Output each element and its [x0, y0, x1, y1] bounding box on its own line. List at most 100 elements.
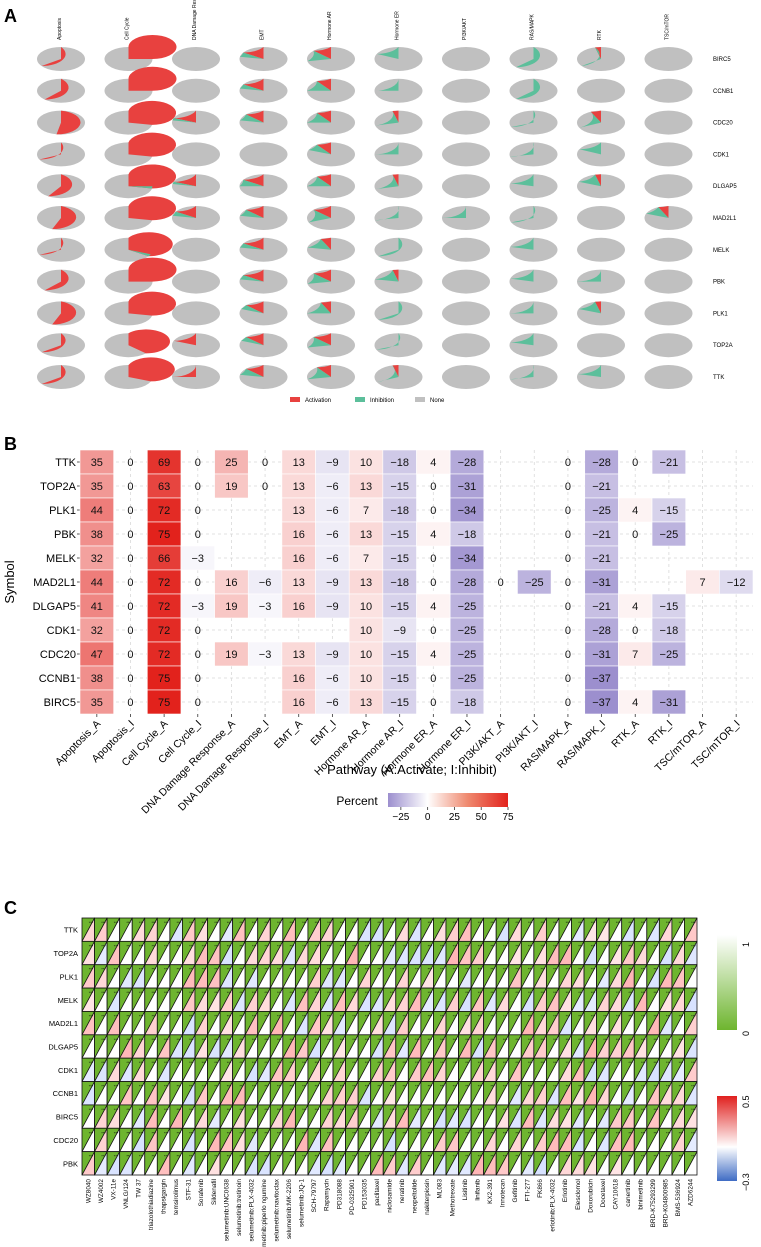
c-cell-diagonal-1-42 — [608, 941, 623, 965]
c-sig-mark-9-21: *** — [352, 1130, 357, 1135]
c-sig-mark-5-46: *** — [666, 1037, 671, 1042]
c-cell-diagonal-8-34 — [508, 1104, 522, 1129]
c-cell-diagonal-1-23 — [370, 941, 384, 965]
cell-value-melk-7: −6 — [326, 553, 339, 565]
pie-plk1-hormone-ar-inhibition — [307, 302, 331, 314]
c-cell-diagonal-5-46 — [658, 1034, 673, 1059]
c-sig-mark-8-14: *** — [264, 1107, 269, 1112]
c-sig-mark-9-11: *** — [227, 1130, 232, 1135]
pie-melk-rtk-none — [577, 237, 625, 262]
c-cell-diagonal-1-6 — [156, 941, 171, 965]
c-cell-diagonal-5-10 — [207, 1034, 221, 1059]
c-cell-diagonal-9-18 — [307, 1128, 321, 1152]
cell-value-cdc20-0: 47 — [91, 649, 103, 661]
c-cell-diagonal-9-46 — [658, 1128, 673, 1152]
c-sig-mark-6-46: *** — [666, 1060, 671, 1065]
cell-value-top2a-10: 0 — [430, 481, 436, 493]
c-sig-mark-3-32: *** — [490, 990, 495, 995]
c-cell-diagonal-2-1 — [94, 964, 108, 989]
c-sig-mark-9-15: *** — [277, 1130, 282, 1135]
c-sig-mark-7-14: *** — [264, 1084, 269, 1089]
c-column-label-brd-k04800985: BRD-K04800985 — [663, 1179, 670, 1228]
c-cell-diagonal-3-22 — [357, 987, 372, 1012]
c-column-label-fk866: FK866 — [537, 1179, 544, 1198]
c-cell-diagonal-7-38 — [558, 1081, 572, 1106]
cell-value-cdc20-8: 10 — [360, 649, 372, 661]
colorbar-tick-label-0: 0 — [425, 812, 431, 823]
c-sig-mark-7-28: *** — [440, 1084, 445, 1089]
pie-mad2l1-tsc-mtor-activation — [658, 206, 669, 218]
c-cell-diagonal-4-22 — [357, 1011, 372, 1036]
pie-dlgap5-apoptosis-activation — [48, 174, 73, 197]
cell-cdc20-5 — [247, 641, 283, 667]
c-sig-mark-3-7: *** — [177, 990, 182, 995]
cell-value-birc5-17: −31 — [660, 697, 679, 709]
c-sig-mark-3-13: *** — [252, 990, 257, 995]
c-cell-diagonal-1-17 — [295, 941, 309, 965]
pie-row-label-birc5: BIRC5 — [713, 57, 731, 63]
c-column-label-docetaxel: Docetaxel — [600, 1179, 607, 1207]
c-cell-diagonal-0-36 — [533, 917, 547, 942]
cell-ccnb1-8 — [348, 665, 384, 691]
c-sig-mark-2-14: *** — [264, 967, 269, 972]
c-sig-mark-5-43: *** — [628, 1037, 633, 1042]
c-sig-mark-5-39: *** — [578, 1037, 583, 1042]
c-cell-diagonal-0-46 — [658, 917, 673, 942]
c-sig-mark-9-38: *** — [566, 1130, 571, 1135]
c-sig-mark-9-39: *** — [578, 1130, 583, 1135]
c-sig-mark-5-24: *** — [390, 1037, 395, 1042]
c-cell-diagonal-9-39 — [571, 1128, 585, 1152]
pie-ttk-hormone-er-inhibition — [376, 365, 399, 383]
c-cell-diagonal-4-34 — [508, 1011, 522, 1036]
cell-value-cdc20-3: 0 — [195, 649, 201, 661]
c-cell-diagonal-3-30 — [458, 987, 472, 1012]
c-cell-diagonal-7-39 — [571, 1081, 585, 1106]
c-column-label-stf-31: STF-31 — [186, 1179, 193, 1201]
cell-value-ttk-7: −9 — [326, 457, 339, 469]
c-sig-mark-0-33: *** — [503, 920, 508, 925]
c-sig-mark-7-17: *** — [302, 1084, 307, 1089]
c-cell-diagonal-8-5 — [144, 1104, 158, 1129]
c-sig-mark-0-40: *** — [591, 920, 596, 925]
pie-row-label-ccnb1: CCNB1 — [713, 89, 734, 95]
c-sig-mark-7-13: *** — [252, 1084, 257, 1089]
c-sig-mark-10-23: *** — [377, 1154, 382, 1159]
c-sig-mark-5-42: *** — [616, 1037, 621, 1042]
c-cell-diagonal-1-5 — [144, 941, 158, 965]
c-sig-mark-1-21: *** — [352, 943, 357, 948]
pie-pbk-hormone-ar-activation — [313, 269, 331, 282]
pie-mad2l1-pi3k-akt-inhibition — [442, 206, 466, 218]
cell-value-dlgap5-6: 16 — [293, 601, 305, 613]
cell-value-ttk-17: −21 — [660, 457, 679, 469]
c-cell-diagonal-1-1 — [94, 941, 108, 965]
c-cell-diagonal-2-6 — [156, 964, 171, 989]
pie-top2a-pi3k-akt-none — [442, 333, 490, 358]
c-sig-mark-2-25: *** — [402, 967, 407, 972]
c-row-label-ttk: TTK — [64, 926, 78, 935]
c-sig-mark-0-46: *** — [666, 920, 671, 925]
pie-column-label-emt: EMT — [260, 29, 266, 40]
c-sig-mark-10-26: *** — [415, 1154, 420, 1159]
c-sig-mark-0-43: *** — [628, 920, 633, 925]
pie-mad2l1-hormone-er-inhibition — [374, 206, 399, 221]
pie-top2a-cell-cycle-activation — [128, 329, 170, 354]
c-cell-diagonal-3-19 — [320, 987, 334, 1012]
c-sig-mark-10-33: *** — [503, 1154, 508, 1159]
c-cell-diagonal-0-22 — [357, 917, 372, 942]
cell-value-ccnb1-15: −37 — [592, 673, 611, 685]
c-cell-diagonal-7-1 — [94, 1081, 108, 1106]
c-cell-diagonal-4-7 — [169, 1011, 183, 1036]
c-column-label-wz8040: WZ8040 — [85, 1179, 92, 1204]
cell-cdc20-4 — [214, 641, 249, 667]
cell-value-mad2l1-5: −6 — [259, 577, 272, 589]
c-cell-diagonal-7-3 — [119, 1081, 133, 1106]
c-cell-diagonal-9-25 — [395, 1128, 409, 1152]
c-column-label-canertinib: canertinib — [625, 1179, 632, 1207]
c-sig-mark-0-19: *** — [327, 920, 332, 925]
c-cell-diagonal-7-6 — [156, 1081, 171, 1106]
c-column-label-erlotinib-plx-4032: erlotinib:PLX-4032 — [550, 1179, 557, 1232]
c-sig-mark-9-18: *** — [315, 1130, 320, 1135]
c-sig-mark-9-34: *** — [515, 1130, 520, 1135]
pie-birc5-hormone-er-inhibition — [376, 47, 399, 59]
c-sig-mark-7-35: *** — [528, 1084, 533, 1089]
